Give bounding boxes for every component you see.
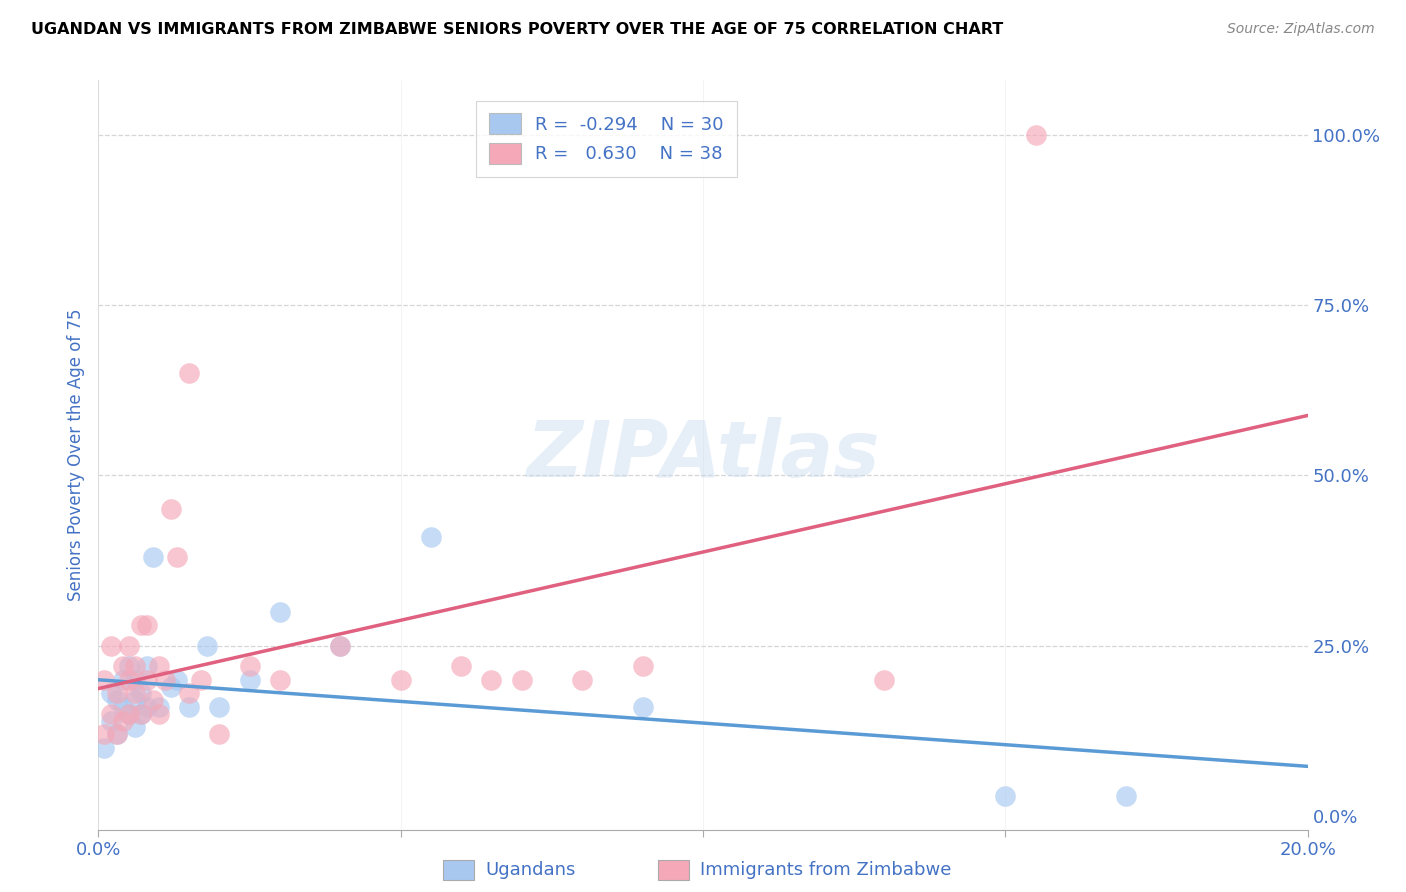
Point [1024, 128, 1046, 142]
Point [105, 693, 128, 707]
Point [105, 727, 128, 741]
Point [190, 673, 212, 687]
Point [118, 706, 141, 721]
Point [571, 673, 593, 687]
Point [124, 686, 146, 700]
Point [179, 686, 201, 700]
Y-axis label: Seniors Poverty Over the Age of 75: Seniors Poverty Over the Age of 75 [66, 309, 84, 601]
Point [135, 659, 157, 673]
Point [118, 673, 141, 687]
Point [111, 700, 134, 714]
Point [160, 502, 183, 516]
Point [179, 700, 201, 714]
Point [195, 639, 218, 653]
Point [118, 639, 141, 653]
Text: ZIPAtlas: ZIPAtlas [526, 417, 880, 493]
Point [93, 673, 115, 687]
Point [100, 639, 122, 653]
Point [269, 605, 291, 619]
Point [118, 659, 141, 673]
Point [124, 659, 146, 673]
Point [994, 789, 1017, 803]
Point [124, 720, 146, 734]
Text: UGANDAN VS IMMIGRANTS FROM ZIMBABWE SENIORS POVERTY OVER THE AGE OF 75 CORRELATI: UGANDAN VS IMMIGRANTS FROM ZIMBABWE SENI… [31, 22, 1004, 37]
Point [100, 686, 122, 700]
Point [160, 680, 183, 694]
Point [142, 693, 165, 707]
Point [239, 673, 262, 687]
Point [389, 673, 412, 687]
Point [129, 618, 152, 632]
Point [329, 639, 352, 653]
Text: Immigrants from Zimbabwe: Immigrants from Zimbabwe [700, 861, 952, 879]
Point [111, 673, 134, 687]
Point [135, 673, 157, 687]
Point [124, 673, 146, 687]
Point [239, 659, 262, 673]
Point [100, 714, 122, 728]
Text: Source: ZipAtlas.com: Source: ZipAtlas.com [1227, 22, 1375, 37]
Legend: R =  -0.294    N = 30, R =   0.630    N = 38: R = -0.294 N = 30, R = 0.630 N = 38 [475, 101, 737, 177]
Point [111, 659, 134, 673]
Point [631, 700, 654, 714]
Text: Ugandans: Ugandans [485, 861, 575, 879]
Point [1115, 789, 1137, 803]
Point [105, 686, 128, 700]
Point [208, 700, 231, 714]
Point [100, 706, 122, 721]
Point [510, 673, 533, 687]
Point [450, 659, 472, 673]
Point [329, 639, 352, 653]
Point [129, 706, 152, 721]
Point [631, 659, 654, 673]
Point [481, 673, 503, 687]
Point [93, 740, 115, 755]
Point [148, 659, 170, 673]
Point [105, 727, 128, 741]
Point [135, 618, 157, 632]
Point [111, 714, 134, 728]
Point [142, 550, 165, 565]
Point [269, 673, 291, 687]
Point [208, 727, 231, 741]
Point [148, 700, 170, 714]
Point [135, 700, 157, 714]
Point [148, 706, 170, 721]
Point [166, 550, 188, 565]
Point [179, 366, 201, 380]
Point [129, 706, 152, 721]
Point [420, 530, 443, 544]
Point [124, 693, 146, 707]
Point [166, 673, 188, 687]
Point [873, 673, 896, 687]
Point [129, 686, 152, 700]
Point [153, 673, 176, 687]
Point [93, 727, 115, 741]
Point [118, 706, 141, 721]
